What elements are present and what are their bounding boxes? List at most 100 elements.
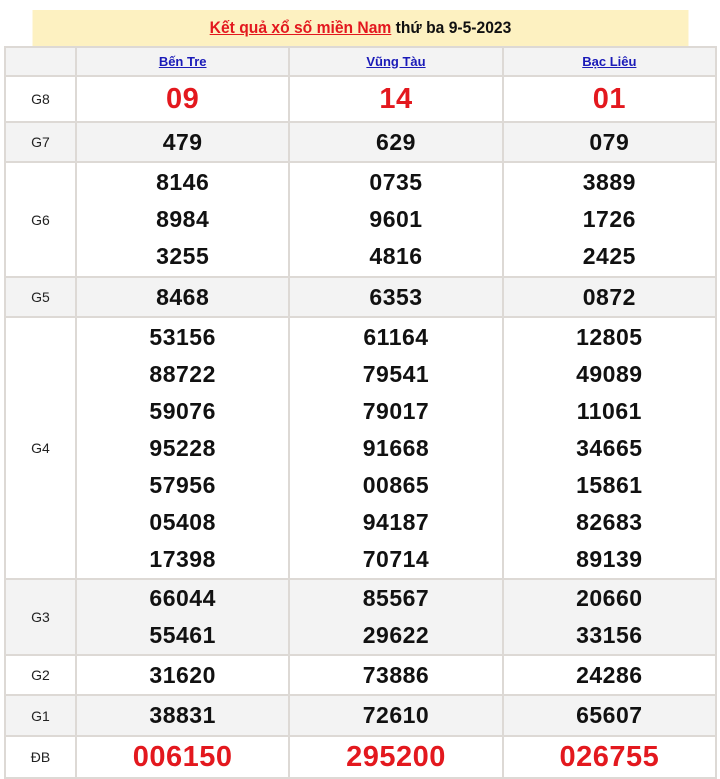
prize-number: 33156 bbox=[576, 622, 643, 648]
prize-number: 24286 bbox=[576, 661, 643, 688]
prize-row: G3 66044 55461 85567 29622 20660 33156 bbox=[4, 578, 718, 656]
title-link[interactable]: Kết quả xổ số miền Nam bbox=[209, 18, 392, 37]
prize-label: G7 bbox=[4, 121, 77, 163]
prize-row: G7 479 629 079 bbox=[4, 121, 718, 163]
prize-number: 82683 bbox=[576, 508, 643, 535]
prize-number: 3255 bbox=[156, 243, 210, 269]
province-link[interactable]: Bến Tre bbox=[158, 53, 207, 69]
title-date: thứ ba 9-5-2023 bbox=[391, 18, 512, 37]
prize-row: ĐB 006150 295200 026755 bbox=[4, 735, 718, 779]
prize-number: 85567 bbox=[362, 585, 430, 611]
prize-number: 026755 bbox=[559, 740, 660, 773]
prize-number: 479 bbox=[162, 128, 203, 155]
prize-number: 8984 bbox=[156, 206, 210, 232]
prize-number: 95228 bbox=[149, 434, 216, 461]
province-header-row: Bến Tre Vũng Tàu Bạc Liêu bbox=[4, 46, 718, 77]
prize-cell: 66044 55461 bbox=[74, 578, 291, 656]
prize-cell: 8468 bbox=[74, 276, 291, 318]
results-table: Bến Tre Vũng Tàu Bạc Liêu G8 09 14 01 G7 479 6… bbox=[4, 46, 718, 779]
prize-cell: 12805 49089 11061 34665 15861 82683 89139 bbox=[501, 316, 718, 580]
prize-number: 0735 bbox=[369, 169, 423, 195]
prize-number: 01 bbox=[592, 82, 626, 115]
prize-number: 4816 bbox=[369, 243, 423, 269]
province-header: Vũng Tàu bbox=[288, 46, 504, 77]
prize-number: 94187 bbox=[362, 508, 430, 535]
prize-cell: 0872 bbox=[501, 276, 718, 318]
prize-cell: 14 bbox=[288, 75, 504, 123]
prize-number: 70714 bbox=[362, 545, 430, 572]
prize-number: 00865 bbox=[362, 471, 430, 498]
prize-number: 79017 bbox=[362, 397, 430, 424]
prize-cell: 72610 bbox=[288, 694, 504, 737]
prize-cell: 479 bbox=[74, 121, 291, 163]
prize-number: 15861 bbox=[576, 471, 643, 498]
prize-number: 34665 bbox=[576, 434, 643, 461]
prize-label: G6 bbox=[4, 161, 77, 278]
prize-label: G4 bbox=[4, 316, 77, 580]
prize-row: G2 31620 73886 24286 bbox=[4, 654, 718, 696]
prize-cell: 6353 bbox=[288, 276, 504, 318]
prize-cell: 079 bbox=[501, 121, 718, 163]
prize-number: 0872 bbox=[582, 283, 636, 310]
prize-number: 6353 bbox=[369, 283, 423, 310]
prize-number: 57956 bbox=[149, 471, 216, 498]
prize-number: 79541 bbox=[362, 360, 430, 387]
prize-cell: 61164 79541 79017 91668 00865 94187 70714 bbox=[288, 316, 504, 580]
prize-number: 8146 bbox=[156, 169, 210, 195]
prize-cell: 295200 bbox=[288, 735, 504, 779]
prize-number: 91668 bbox=[362, 434, 430, 461]
prize-number: 17398 bbox=[149, 545, 216, 572]
results-title: Kết quả xổ số miền Nam thứ ba 9-5-2023 bbox=[32, 10, 689, 46]
prize-row: G4 53156 88722 59076 95228 57956 05408 17398 611… bbox=[4, 316, 718, 580]
prize-cell: 20660 33156 bbox=[501, 578, 718, 656]
prize-number: 2425 bbox=[582, 243, 636, 269]
prize-row: G6 8146 8984 3255 0735 9601 4816 3889 1726 2425 bbox=[4, 161, 718, 278]
prize-cell: 09 bbox=[74, 75, 291, 123]
prize-number: 14 bbox=[379, 82, 413, 115]
prize-number: 31620 bbox=[149, 661, 216, 688]
prize-number: 38831 bbox=[149, 702, 216, 728]
prize-cell: 0735 9601 4816 bbox=[288, 161, 504, 278]
prize-number: 59076 bbox=[149, 397, 216, 424]
prize-number: 88722 bbox=[149, 360, 216, 387]
prize-number: 629 bbox=[376, 128, 416, 155]
prize-number: 29622 bbox=[362, 622, 430, 648]
prize-number: 66044 bbox=[149, 585, 216, 611]
prize-label: ĐB bbox=[4, 735, 77, 779]
prize-cell: 3889 1726 2425 bbox=[501, 161, 718, 278]
prize-label: G3 bbox=[4, 578, 77, 656]
province-header: Bạc Liêu bbox=[501, 46, 718, 77]
prize-number: 20660 bbox=[576, 585, 643, 611]
prize-number: 53156 bbox=[149, 323, 216, 350]
prize-number: 079 bbox=[589, 128, 630, 155]
prize-cell: 31620 bbox=[74, 654, 291, 696]
prize-number: 12805 bbox=[576, 323, 643, 350]
prize-number: 1726 bbox=[582, 206, 636, 232]
prize-cell: 01 bbox=[501, 75, 718, 123]
prize-number: 11061 bbox=[576, 397, 642, 424]
prize-cell: 85567 29622 bbox=[288, 578, 504, 656]
prize-cell: 026755 bbox=[501, 735, 718, 779]
prize-number: 72610 bbox=[362, 702, 430, 728]
prize-cell: 8146 8984 3255 bbox=[74, 161, 291, 278]
prize-number: 3889 bbox=[582, 169, 636, 195]
prize-row: G5 8468 6353 0872 bbox=[4, 276, 718, 318]
prize-number: 65607 bbox=[576, 702, 643, 728]
prize-cell: 73886 bbox=[288, 654, 504, 696]
prize-row: G1 38831 72610 65607 bbox=[4, 694, 718, 737]
province-link[interactable]: Vũng Tàu bbox=[366, 53, 426, 69]
results-panel: Kết quả xổ số miền Nam thứ ba 9-5-2023 B… bbox=[4, 10, 718, 779]
prize-number: 89139 bbox=[576, 545, 643, 572]
prize-number: 006150 bbox=[132, 740, 233, 773]
prize-label: G8 bbox=[4, 75, 77, 123]
prize-cell: 629 bbox=[288, 121, 504, 163]
corner-cell bbox=[4, 46, 77, 77]
province-header: Bến Tre bbox=[74, 46, 291, 77]
prize-label: G5 bbox=[4, 276, 77, 318]
province-link[interactable]: Bạc Liêu bbox=[582, 53, 637, 69]
prize-row: G8 09 14 01 bbox=[4, 75, 718, 123]
prize-cell: 53156 88722 59076 95228 57956 05408 17398 bbox=[74, 316, 291, 580]
prize-label: G2 bbox=[4, 654, 77, 696]
prize-label: G1 bbox=[4, 694, 77, 737]
prize-number: 9601 bbox=[369, 206, 423, 232]
